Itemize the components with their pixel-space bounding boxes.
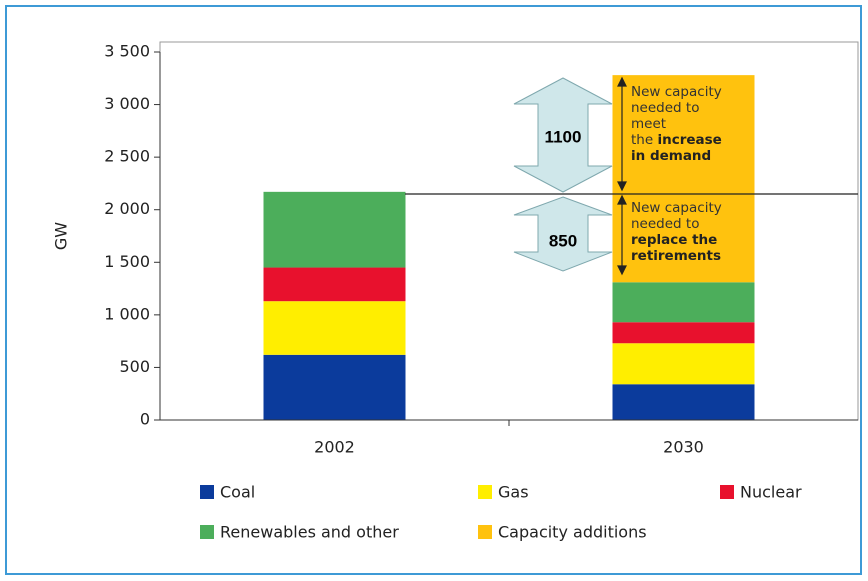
- legend-swatch: [478, 485, 492, 499]
- annotation-text-part: meet: [631, 116, 666, 132]
- annotation-text: retirements: [631, 248, 721, 264]
- legend-label: Capacity additions: [498, 523, 647, 542]
- annotation-text: the increase: [631, 132, 722, 148]
- y-tick-label: 2 000: [104, 199, 150, 218]
- arrow-850: 850: [513, 196, 613, 272]
- bar-segment: [612, 322, 755, 344]
- bar-segment: [263, 354, 406, 420]
- annotation-text: New capacity: [631, 84, 722, 100]
- bar-segment: [263, 191, 406, 268]
- arrow-1100: 1100: [513, 77, 613, 193]
- annotation-label: 1100: [545, 127, 582, 146]
- bar-segment: [263, 267, 406, 302]
- y-tick-label: 3 000: [104, 94, 150, 113]
- legend-label: Renewables and other: [220, 523, 399, 542]
- bar-segment: [612, 343, 755, 385]
- annotation-bold-part: retirements: [631, 248, 721, 264]
- annotation-text: in demand: [631, 148, 711, 164]
- legend-label: Nuclear: [740, 483, 802, 502]
- annotation-bold-part: in demand: [631, 148, 711, 164]
- annotation-text-part: needed to: [631, 216, 699, 232]
- x-tick-label: 2002: [314, 438, 355, 457]
- annotation-text: replace the: [631, 232, 717, 248]
- annotation-text: meet: [631, 116, 666, 132]
- annotation-bold-part: increase: [657, 132, 721, 148]
- annotation-text-part: the: [631, 132, 657, 148]
- legend-swatch: [200, 525, 214, 539]
- y-tick-label: 0: [140, 410, 150, 429]
- y-tick-label: 500: [119, 357, 150, 376]
- annotation-text: needed to: [631, 216, 699, 232]
- y-tick-label: 3 500: [104, 42, 150, 61]
- bar-segment: [612, 75, 755, 283]
- legend-label: Coal: [220, 483, 255, 502]
- annotation-text-part: New capacity: [631, 200, 722, 216]
- y-axis-label: GW: [52, 222, 71, 250]
- y-tick-label: 1 000: [104, 304, 150, 323]
- y-tick-label: 2 500: [104, 147, 150, 166]
- annotation-text-part: needed to: [631, 100, 699, 116]
- legend-swatch: [720, 485, 734, 499]
- y-tick-label: 1 500: [104, 252, 150, 271]
- annotation-label: 850: [549, 231, 577, 250]
- bar-segment: [612, 282, 755, 323]
- legend-label: Gas: [498, 483, 529, 502]
- annotation-text-part: New capacity: [631, 84, 722, 100]
- annotation-text: needed to: [631, 100, 699, 116]
- annotation-text: New capacity: [631, 200, 722, 216]
- legend-swatch: [200, 485, 214, 499]
- bar-segment: [612, 384, 755, 420]
- x-tick-label: 2030: [663, 438, 704, 457]
- bar-segment: [263, 301, 406, 355]
- legend-swatch: [478, 525, 492, 539]
- thin-arrows: [617, 76, 627, 276]
- annotation-bold-part: replace the: [631, 232, 717, 248]
